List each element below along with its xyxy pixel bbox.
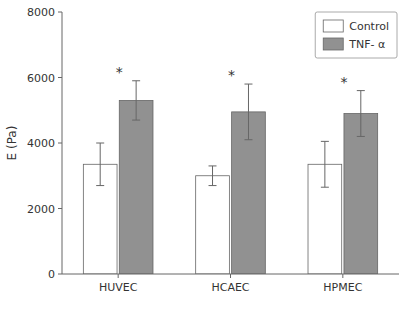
y-tick-label: 8000 bbox=[27, 6, 55, 19]
error-line bbox=[136, 81, 137, 120]
error-cap bbox=[132, 120, 140, 121]
error-cap bbox=[357, 136, 365, 137]
error-line bbox=[248, 84, 249, 140]
error-cap bbox=[244, 139, 252, 140]
chart-container: 0 2000 4000 6000 8000 * * * HUVEC HCAEC HPMEC E (Pa… bbox=[0, 0, 411, 314]
error-bar bbox=[321, 141, 329, 187]
error-bar bbox=[96, 143, 104, 186]
bars bbox=[83, 81, 377, 274]
annotation: * bbox=[116, 64, 123, 80]
error-bar bbox=[244, 84, 252, 140]
annotation: * bbox=[340, 74, 347, 90]
legend-label: TNF- α bbox=[348, 38, 385, 51]
y-tick bbox=[58, 77, 62, 78]
error-cap bbox=[321, 187, 329, 188]
y-tick bbox=[58, 208, 62, 209]
error-line bbox=[212, 166, 213, 186]
error-cap bbox=[209, 165, 217, 166]
y-tick-label: 4000 bbox=[27, 137, 55, 150]
error-line bbox=[100, 143, 101, 186]
legend-swatch bbox=[323, 20, 343, 32]
x-tick bbox=[342, 274, 343, 278]
legend: Control TNF- α bbox=[315, 12, 397, 58]
annotation: * bbox=[228, 67, 235, 83]
y-tick-label: 6000 bbox=[27, 72, 55, 85]
bar bbox=[119, 100, 153, 274]
error-cap bbox=[357, 90, 365, 91]
legend-swatch bbox=[323, 38, 343, 50]
x-tick-label: HUVEC bbox=[99, 281, 138, 294]
y-axis-label: E (Pa) bbox=[5, 126, 19, 161]
x-tick-label: HPMEC bbox=[323, 281, 362, 294]
y-tick bbox=[58, 274, 62, 275]
chart-svg: 0 2000 4000 6000 8000 * * * HUVEC HCAEC HPMEC E (Pa… bbox=[0, 0, 411, 314]
y-tick-label: 0 bbox=[48, 268, 55, 281]
y-tick-label: 2000 bbox=[27, 203, 55, 216]
error-bar bbox=[132, 81, 140, 120]
bar bbox=[344, 114, 378, 274]
error-bar bbox=[209, 166, 217, 186]
error-cap bbox=[96, 185, 104, 186]
error-cap bbox=[96, 143, 104, 144]
x-tick bbox=[230, 274, 231, 278]
bar bbox=[196, 176, 230, 274]
error-line bbox=[360, 91, 361, 137]
legend-frame bbox=[315, 12, 397, 58]
error-bar bbox=[357, 91, 365, 137]
legend-label: Control bbox=[349, 20, 389, 33]
error-cap bbox=[244, 84, 252, 85]
error-cap bbox=[321, 141, 329, 142]
x-tick-label: HCAEC bbox=[211, 281, 249, 294]
y-axis-line bbox=[62, 12, 63, 274]
y-tick bbox=[58, 12, 62, 13]
y-tick bbox=[58, 143, 62, 144]
error-cap bbox=[209, 185, 217, 186]
error-line bbox=[324, 141, 325, 187]
error-cap bbox=[132, 80, 140, 81]
x-tick bbox=[118, 274, 119, 278]
